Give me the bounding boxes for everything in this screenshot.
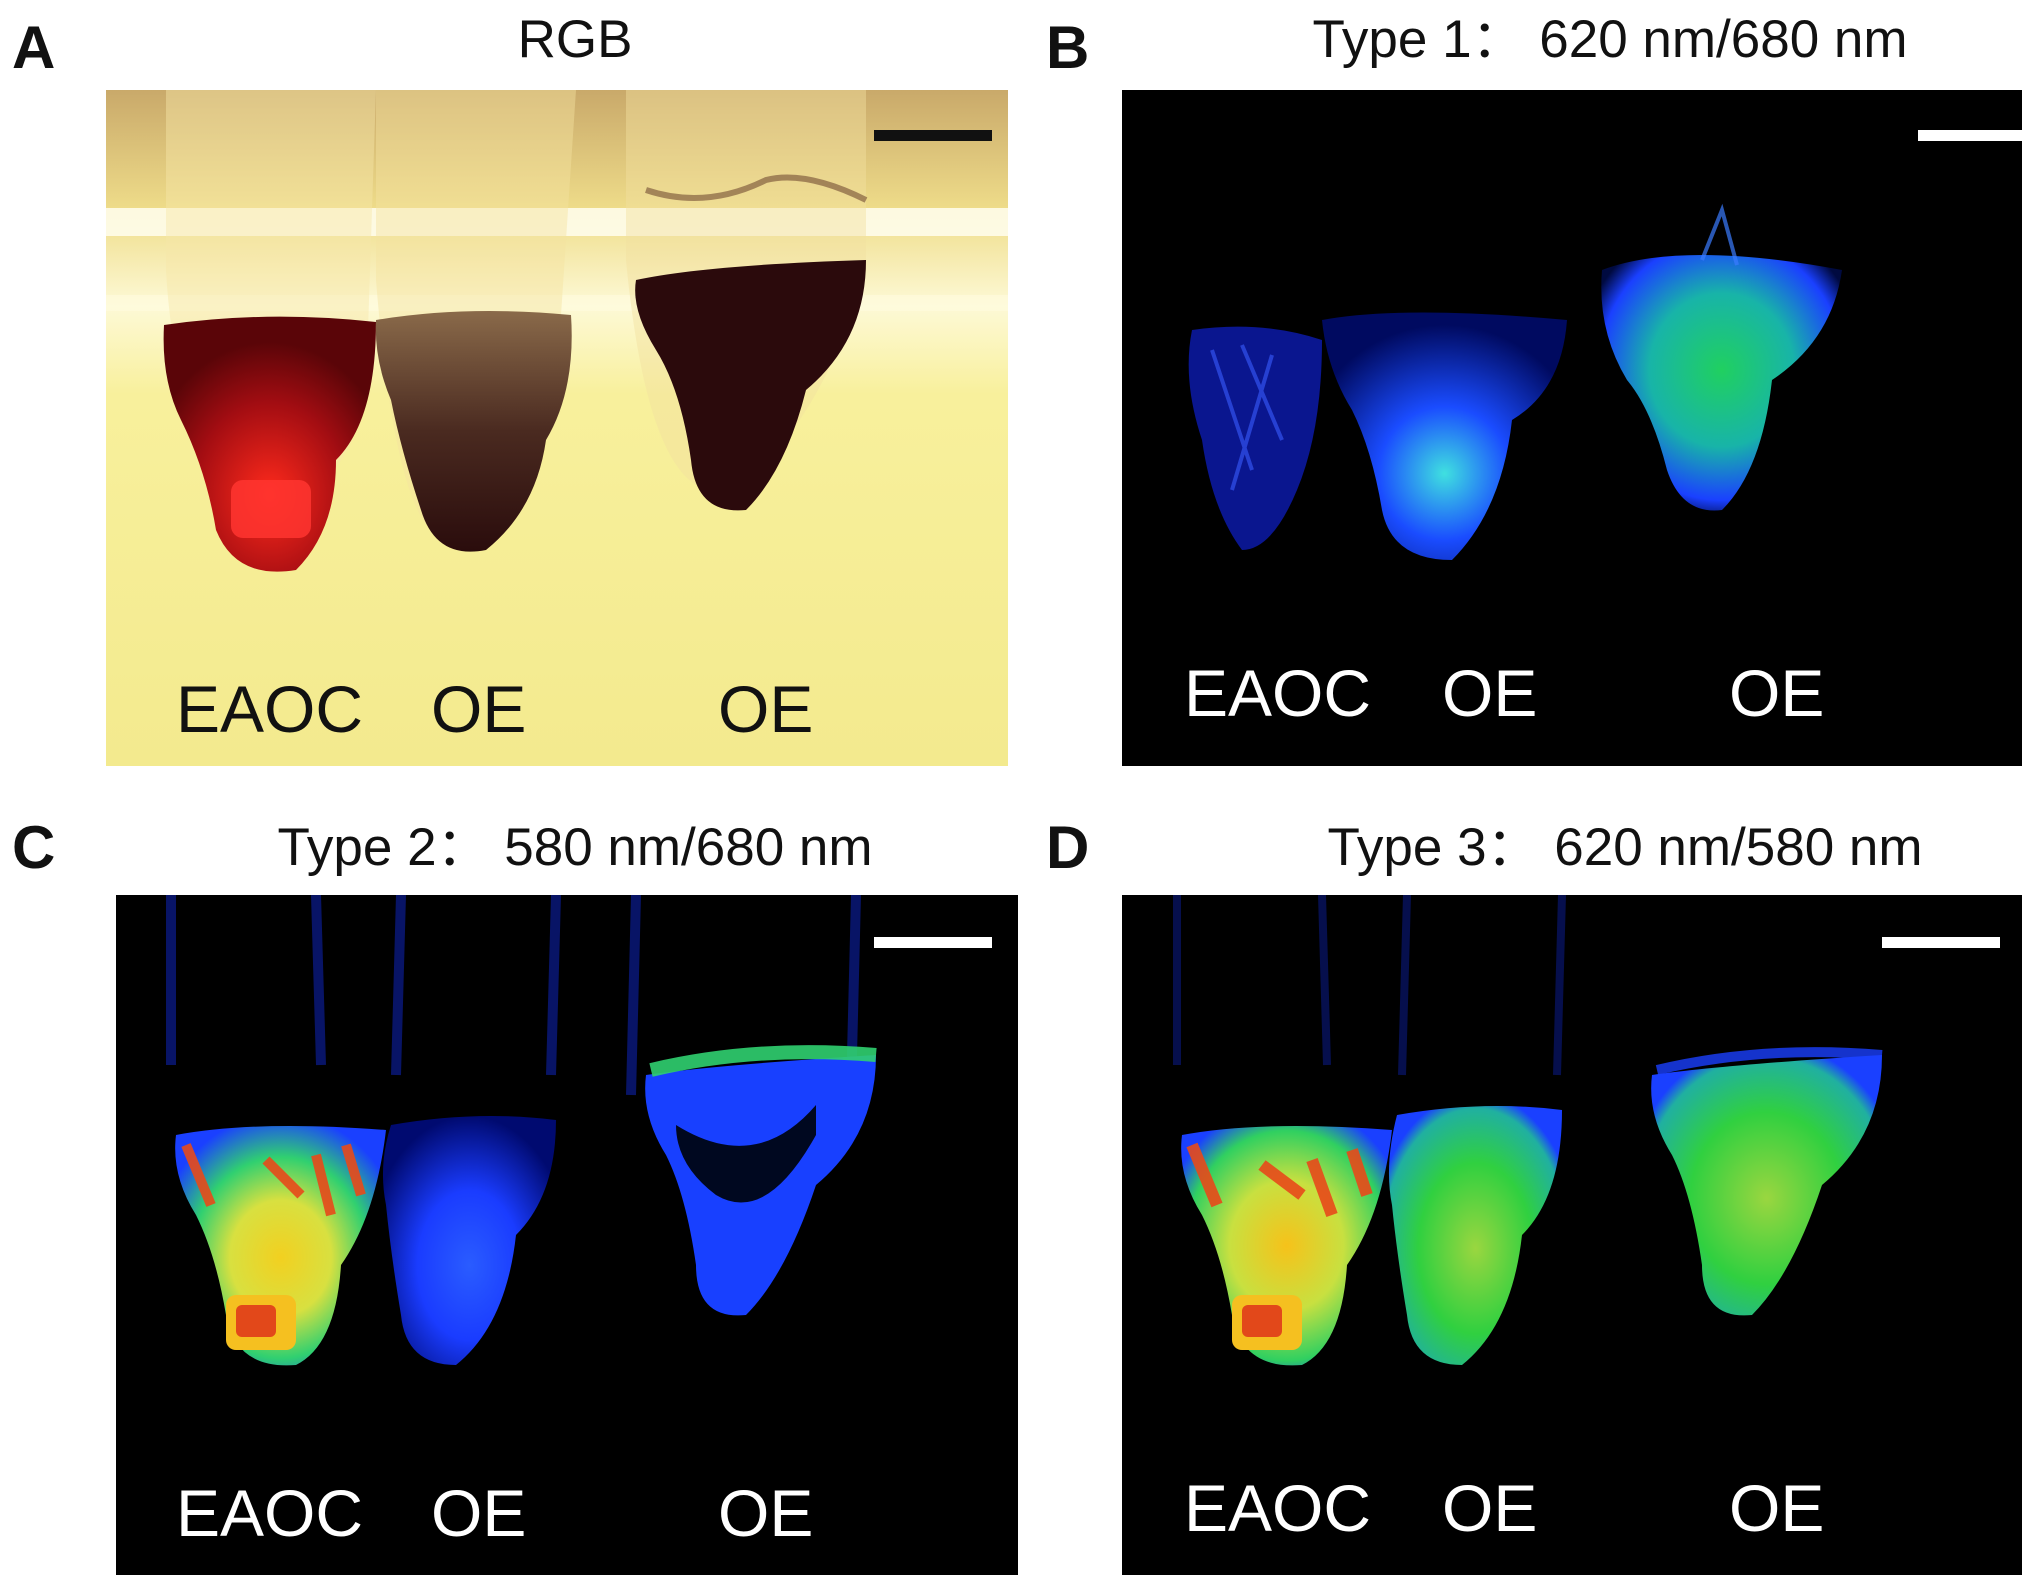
label-eaoc: EAOC (176, 672, 364, 746)
oe-tissue-right (635, 260, 866, 511)
panel-a-title: RGB (517, 10, 633, 69)
panel-letter-d: D (1046, 814, 1090, 881)
oe-tissue-middle (375, 311, 572, 552)
type1-fluorescence-image (1188, 203, 1842, 560)
scale-bar (1882, 937, 2000, 948)
label-eaoc: EAOC (1184, 656, 1372, 730)
oe-signal-right (1651, 1055, 1882, 1316)
scale-bar (874, 937, 992, 948)
label-oe-middle: OE (1442, 656, 1538, 730)
oe-signal-right (1601, 255, 1842, 511)
panel-d-title: Type 3： 620 nm/580 nm (1327, 818, 1923, 877)
panel-b-fluorescence: EAOC OE OE (1122, 90, 2022, 766)
label-eaoc: EAOC (176, 1476, 364, 1550)
panel-letter-c: C (12, 814, 56, 881)
panel-letter-a: A (12, 14, 56, 81)
type2-fluorescence-image (166, 895, 877, 1366)
scale-bar (1918, 130, 2022, 141)
panel-b-title: Type 1： 620 nm/680 nm (1312, 10, 1908, 69)
label-oe-right: OE (1729, 1471, 1825, 1545)
rgb-tube-photo (106, 90, 1008, 766)
label-oe-right: OE (1729, 656, 1825, 730)
panel-a-rgb-photo: EAOC OE OE (106, 90, 1008, 766)
label-oe-middle: OE (431, 1476, 527, 1550)
eaoc-tissue (163, 316, 376, 572)
type3-fluorescence-image (1173, 895, 1883, 1366)
label-oe-middle: OE (1442, 1471, 1538, 1545)
label-oe-right: OE (718, 1476, 814, 1550)
panel-letter-b: B (1046, 14, 1090, 81)
eaoc-signal (1188, 326, 1322, 550)
oe-signal-middle (382, 1116, 556, 1365)
scale-bar (874, 130, 992, 141)
label-eaoc: EAOC (1184, 1471, 1372, 1545)
label-oe-right: OE (718, 672, 814, 746)
oe-signal-middle (1322, 312, 1567, 560)
oe-signal-middle (1388, 1106, 1562, 1365)
panel-c-fluorescence: EAOC OE OE (116, 895, 1018, 1575)
panel-d-fluorescence: EAOC OE OE (1122, 895, 2022, 1575)
panel-c-title: Type 2： 580 nm/680 nm (277, 818, 873, 877)
label-oe-middle: OE (431, 672, 527, 746)
